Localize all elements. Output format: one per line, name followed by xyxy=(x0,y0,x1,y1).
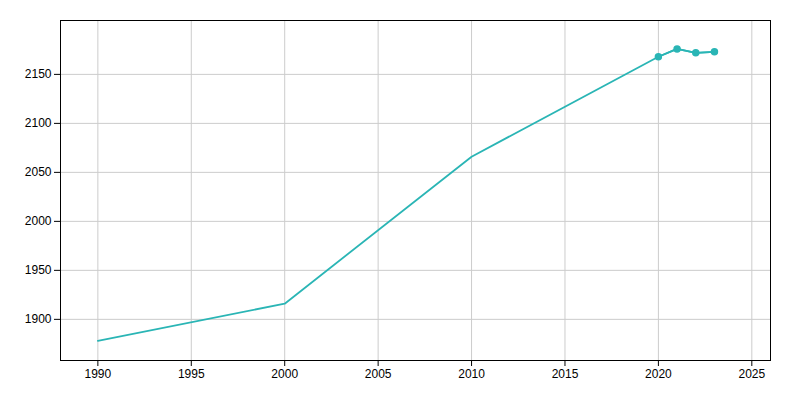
svg-text:1990: 1990 xyxy=(85,367,112,381)
svg-text:1900: 1900 xyxy=(25,312,52,326)
svg-text:2015: 2015 xyxy=(552,367,579,381)
svg-text:1950: 1950 xyxy=(25,263,52,277)
svg-text:2010: 2010 xyxy=(458,367,485,381)
svg-text:2000: 2000 xyxy=(271,367,298,381)
svg-text:2020: 2020 xyxy=(645,367,672,381)
svg-text:1995: 1995 xyxy=(178,367,205,381)
svg-text:2025: 2025 xyxy=(738,367,765,381)
svg-text:2005: 2005 xyxy=(365,367,392,381)
svg-text:2050: 2050 xyxy=(25,165,52,179)
svg-text:2100: 2100 xyxy=(25,116,52,130)
svg-text:2150: 2150 xyxy=(25,67,52,81)
svg-text:2000: 2000 xyxy=(25,214,52,228)
